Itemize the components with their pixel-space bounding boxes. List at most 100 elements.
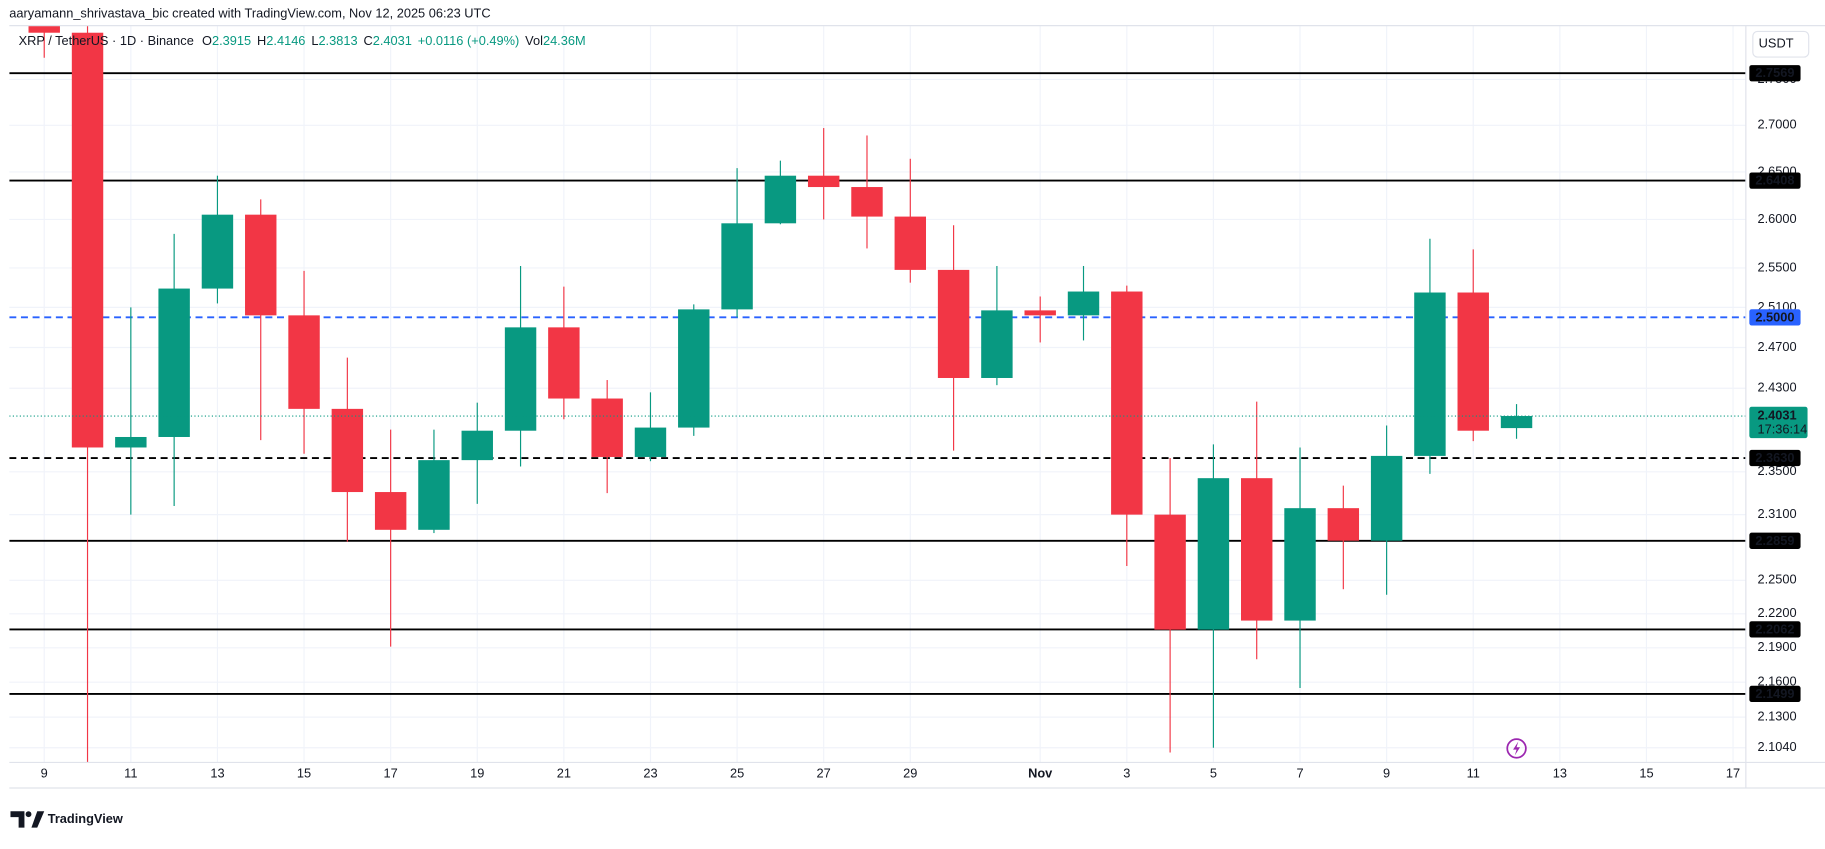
level-label: 2.3630 [1755,450,1794,465]
legend-symbol: XRP / TetherUS · 1D · Binance [19,33,194,48]
legend-value: 2.4031 [373,33,412,48]
y-tick-label: 2.4300 [1757,380,1796,395]
candle-body [374,492,407,530]
candle-body [71,32,104,448]
y-tick-label: 2.3100 [1757,506,1796,521]
legend: XRP / TetherUS · 1D · Binance O2.3915 H2… [19,33,586,48]
x-tick-label: 5 [1210,765,1217,780]
x-tick-label: 23 [643,765,657,780]
candle-body [1241,478,1273,621]
y-tick-label: 2.1300 [1757,708,1796,723]
legend-value: 2.4146 [266,33,305,48]
candle-body [28,25,60,33]
x-tick-label: 9 [1383,765,1390,780]
candle-body [1024,310,1056,316]
candle-body [851,187,883,217]
candle-body [591,398,623,457]
level-label: 2.1499 [1755,686,1794,701]
x-tick-label: 11 [124,765,137,780]
level-tag [1749,532,1801,549]
logo: TradingView [10,811,123,828]
level-label: 2.2859 [1755,533,1794,548]
x-tick-label: 25 [730,765,744,780]
x-tick-label: 7 [1296,765,1303,780]
level-tag [1749,172,1801,189]
axes: 2.75002.70002.65002.60002.55002.51002.47… [41,65,1808,780]
candle-body [937,269,970,378]
x-tick-label: 17 [1726,765,1740,780]
level-tag [1749,449,1801,467]
y-tick-label: 2.3500 [1757,463,1796,478]
candle-body [1457,292,1489,431]
level-tag [1749,65,1801,82]
y-tick-label: 2.2200 [1757,605,1796,620]
candle-body [1370,455,1403,541]
x-tick-label: 21 [557,765,571,780]
x-tick-label: 9 [41,765,48,780]
logo-mark [10,811,25,828]
alert-bolt[interactable] [1513,741,1521,756]
candle-body [158,288,190,437]
attribution: aaryamann_shrivastava_bic created with T… [9,5,490,20]
x-tick-label: 3 [1123,765,1130,780]
candle-body [331,408,364,493]
last-price-label: 2.4031 [1757,407,1796,422]
candle-body [461,430,493,461]
y-tick-label: 2.6000 [1757,211,1796,226]
x-tick-label: 11 [1467,765,1480,780]
candle-body [634,427,667,457]
x-tick-label: Nov [1028,765,1053,780]
legend-value: 2.3915 [212,33,251,48]
alert-icon[interactable] [1506,738,1527,759]
level-label: 2.7569 [1755,65,1794,80]
legend-key: H [257,33,266,48]
level-label: 2.6408 [1755,173,1794,188]
y-tick-label: 2.7000 [1757,117,1796,132]
legend-value: 24.36M [543,33,586,48]
candle-body [1111,291,1143,515]
logo-dot [25,811,32,818]
y-tick-label: 2.2500 [1757,572,1796,587]
candle-body [245,214,277,316]
candle-body [504,327,537,431]
level-tag [1749,685,1801,703]
y-tick-label: 2.1600 [1757,674,1796,689]
legend-key: L [311,33,318,48]
candle-body [1284,508,1316,621]
candle-body [1414,292,1446,456]
candle-body [1154,514,1186,630]
alert-circle[interactable] [1506,738,1527,759]
x-tick-label: 17 [384,765,398,780]
candle-body [1327,508,1360,541]
candle-body [764,175,797,224]
x-tick-label: 27 [817,765,831,780]
x-tick-label: 15 [1639,765,1653,780]
level-tag [1749,621,1801,638]
logo-mark [31,811,45,828]
y-tick-label: 2.1900 [1757,639,1796,654]
candle-body [807,175,840,188]
level-label: 2.5000 [1755,309,1794,324]
level-label: 2.2062 [1755,621,1794,636]
level-tag [1749,309,1801,326]
candle-body [548,327,580,399]
logo-text: TradingView [48,811,123,826]
currency-button[interactable] [1752,30,1810,58]
y-tick-label: 2.1040 [1757,739,1796,754]
candle-body [721,223,753,310]
legend-key: C [363,33,372,48]
legend-change: +0.0116 (+0.49%) [418,33,520,48]
countdown-label: 17:36:14 [1757,421,1807,436]
x-tick-label: 13 [1553,765,1567,780]
legend-value: 2.3813 [318,33,357,48]
candle-body [1500,416,1533,429]
x-tick-label: 29 [903,765,917,780]
candle-body [418,460,450,530]
currency-label[interactable]: USDT [1759,36,1794,51]
x-tick-label: 15 [297,765,311,780]
candle-body [1197,478,1230,630]
candle-body [1067,291,1100,316]
